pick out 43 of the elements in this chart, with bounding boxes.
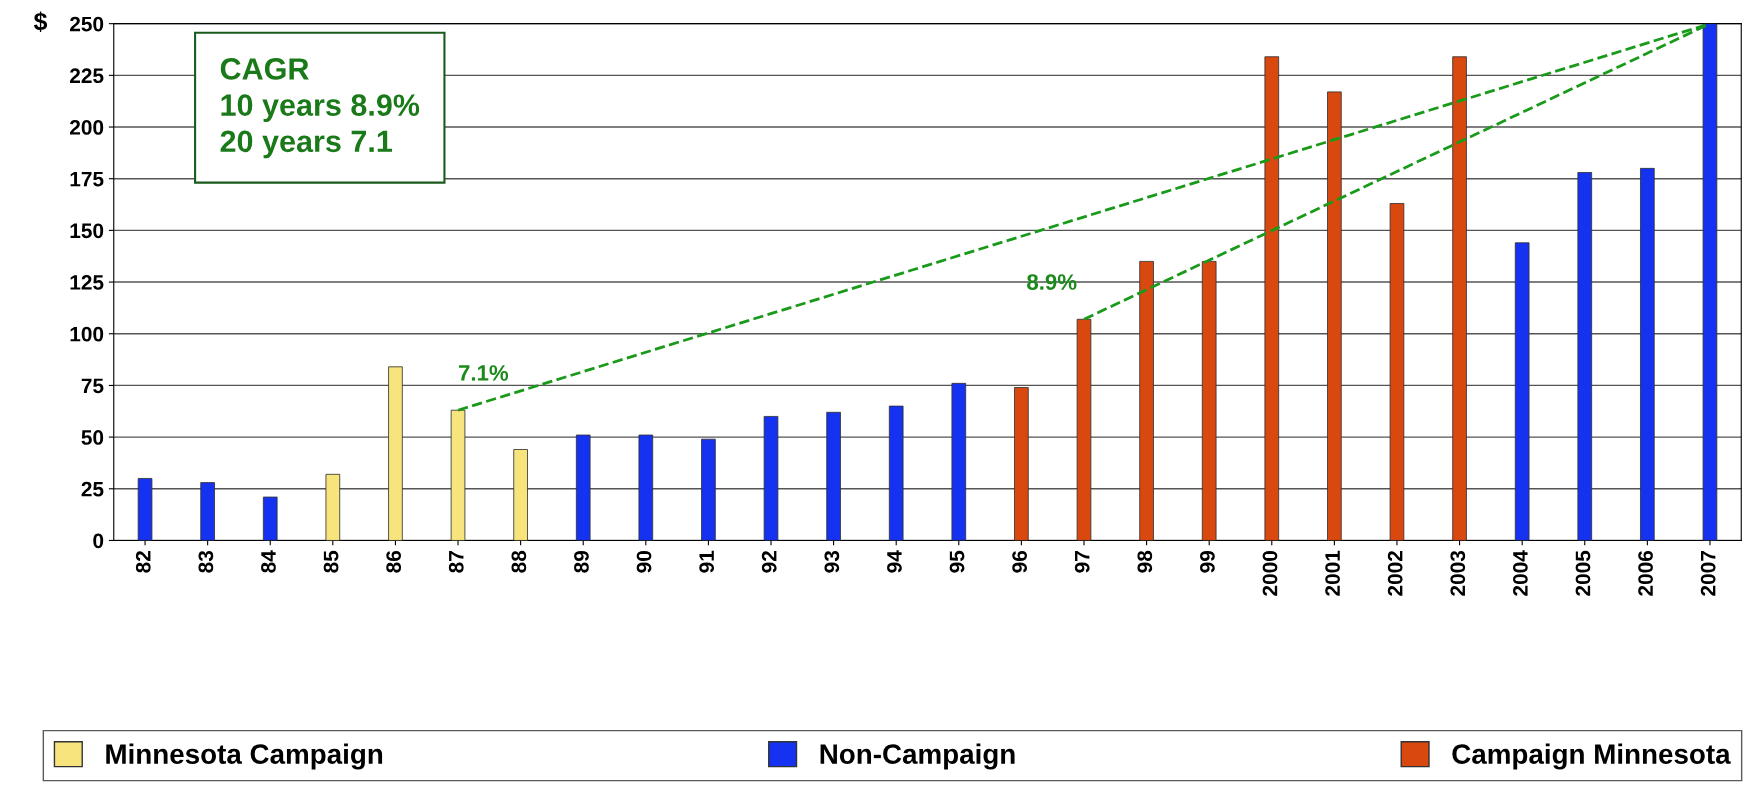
x-tick-label: 2001	[1325, 550, 1340, 596]
x-tick-label: 92	[761, 551, 777, 573]
x-tick-label: 97	[1074, 551, 1090, 573]
x-tick-label: 87	[448, 551, 464, 573]
y-tick-label: 0	[93, 533, 104, 549]
x-tick-label: 83	[198, 550, 214, 573]
x-tick-label: 93	[824, 550, 840, 573]
x-tick-label: 89	[574, 550, 589, 573]
legend-label: Campaign Minnesota	[1452, 743, 1731, 770]
x-tick-label: 82	[135, 551, 151, 573]
x-tick-label: 95	[949, 550, 965, 573]
legend-label: Non-Campaign	[820, 743, 1015, 770]
annotation: CAGR 10 years 8.9% 20 years 7.1	[220, 58, 420, 159]
x-tick-label: 2002	[1387, 551, 1403, 596]
x-tick-label: 84	[261, 550, 276, 573]
x-tick-label: 2007	[1700, 551, 1716, 596]
x-tick-label: 98	[1137, 550, 1153, 573]
y-tick-label: 225	[69, 68, 104, 84]
y-tick-label: 175	[70, 171, 104, 187]
x-tick-label: 86	[386, 550, 402, 573]
x-tick-label: 94	[887, 550, 902, 573]
y-tick-label: 25	[81, 481, 104, 497]
x-tick-label: 85	[323, 550, 339, 573]
y-axis-title: $	[33, 11, 48, 32]
y-tick-label: 250	[69, 16, 104, 32]
x-tick-label: 99	[1200, 550, 1215, 573]
annotation: 7.1%	[458, 365, 509, 381]
y-tick-label: 125	[70, 275, 104, 290]
x-tick-label: 2004	[1513, 550, 1528, 596]
legend-label: Minnesota Campaign	[106, 743, 383, 770]
y-tick-label: 75	[81, 378, 104, 394]
x-tick-label: 2006	[1638, 550, 1653, 596]
y-tick-label: 100	[70, 326, 104, 342]
y-tick-label: 50	[81, 430, 104, 445]
x-tick-label: 2000	[1262, 551, 1278, 596]
x-tick-label: 90	[636, 551, 652, 573]
x-tick-label: 91	[699, 550, 715, 573]
x-tick-label: 2005	[1575, 550, 1591, 596]
y-tick-label: 200	[69, 120, 104, 135]
y-tick-label: 150	[70, 223, 104, 239]
x-tick-label: 2003	[1450, 550, 1466, 596]
x-tick-label: 88	[511, 550, 527, 573]
x-tick-label: 96	[1012, 550, 1027, 573]
